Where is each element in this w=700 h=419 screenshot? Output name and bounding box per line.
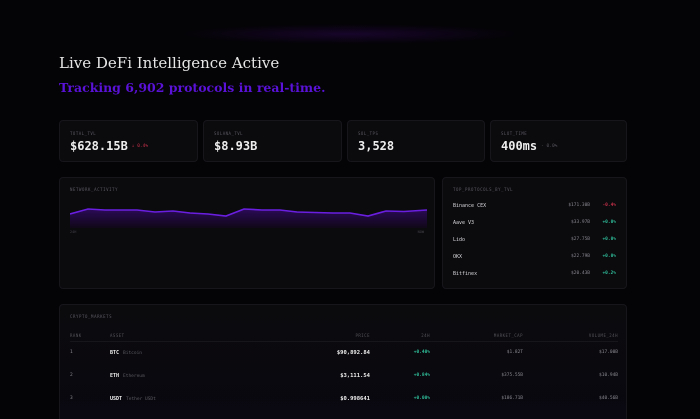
asset-name: Bitcoin <box>123 350 142 356</box>
stat-label: SLOT_TIME <box>501 131 528 136</box>
asset-symbol: ETH <box>110 372 120 379</box>
protocol-change: +0.2% <box>602 271 616 276</box>
protocol-tvl: $22.79B <box>571 254 590 259</box>
crypto-markets-table: RANK ASSET PRICE 24H MARKET_CAP VOLUME_2… <box>70 331 618 410</box>
market-cap-cell: $186.71B <box>501 396 523 401</box>
volume-cell: $17.00B <box>599 350 618 356</box>
crypto-markets-panel: CRYPTO_MARKETS RANK ASSET PRICE 24H MARK… <box>59 304 627 419</box>
asset-name: Ethereum <box>123 373 145 379</box>
volume-cell: $40.56B <box>599 396 618 401</box>
protocol-row[interactable]: Binance CEX $171.30B -0.4% <box>453 200 616 212</box>
hero-title: Live DeFi Intelligence Active <box>59 54 280 72</box>
column-header-24h[interactable]: 24H <box>370 331 430 342</box>
protocol-row[interactable]: OKX $22.79B +0.0% <box>453 251 616 263</box>
column-header-rank[interactable]: RANK <box>70 331 110 342</box>
stat-value: 3,528 <box>358 139 395 153</box>
stat-value: $8.93B <box>214 139 258 153</box>
asset-symbol: USDT <box>110 395 123 402</box>
protocol-name: Binance CEX <box>453 203 487 209</box>
stat-card-sol-tps: SOL_TPS 3,528 <box>347 120 485 162</box>
section-label: NETWORK_ACTIVITY <box>70 187 119 192</box>
stat-card-total-tvl: TOTAL_TVL $628.15B ↓ 0.4% <box>59 120 198 162</box>
stat-delta: ↓ 0.4% <box>131 144 149 149</box>
rank-cell: 1 <box>70 350 73 356</box>
change-cell: +0.40% <box>413 350 430 356</box>
column-header-price[interactable]: PRICE <box>260 331 370 342</box>
change-cell: +0.00% <box>413 396 430 401</box>
table-row[interactable]: 3 USDT Tether USDt $0.998641 +0.00% $186.… <box>70 387 618 410</box>
asset-cell: USDT Tether USDt <box>110 387 260 410</box>
network-activity-chart <box>70 208 427 228</box>
stat-card-slot-time: SLOT_TIME 400ms - 0.0% <box>490 120 627 162</box>
price-cell: $0.998641 <box>340 395 370 402</box>
market-cap-cell: $1.82T <box>506 350 523 356</box>
stat-value: $628.15B ↓ 0.4% <box>70 139 149 153</box>
protocol-tvl: $33.97B <box>571 220 590 225</box>
asset-name: Tether USDt <box>126 396 156 402</box>
stat-label: SOL_TPS <box>358 131 379 136</box>
protocol-name: Lido <box>453 237 466 243</box>
rank-cell: 2 <box>70 373 73 378</box>
protocol-change: +0.0% <box>602 237 616 242</box>
column-header-volume[interactable]: VOLUME_24H <box>523 331 618 342</box>
asset-cell: BTC Bitcoin <box>110 341 260 364</box>
protocol-row[interactable]: Bitfinex $20.43B +0.2% <box>453 268 616 280</box>
x-axis-end-label: NOW <box>417 230 424 234</box>
protocol-tvl: $20.43B <box>571 271 590 276</box>
change-cell: +0.84% <box>413 373 430 378</box>
stat-label: TOTAL_TVL <box>70 131 97 136</box>
stat-label: SOLANA_TVL <box>214 131 244 136</box>
stat-delta: - 0.0% <box>541 144 558 149</box>
protocol-tvl: $171.30B <box>568 203 590 208</box>
top-protocols-panel: TOP_PROTOCOLS_BY_TVL Binance CEX $171.30… <box>442 177 627 289</box>
asset-symbol: BTC <box>110 349 120 356</box>
header-glow <box>180 24 520 44</box>
protocol-row[interactable]: Lido $27.75B +0.0% <box>453 234 616 246</box>
price-cell: $90,892.84 <box>336 349 370 356</box>
protocol-name: Bitfinex <box>453 271 478 277</box>
table-row[interactable]: 1 BTC Bitcoin $90,892.84 +0.40% $1.82T $1… <box>70 341 618 364</box>
protocol-change: -0.4% <box>602 203 616 208</box>
column-header-asset[interactable]: ASSET <box>110 331 260 342</box>
column-header-market-cap[interactable]: MARKET_CAP <box>430 331 523 342</box>
protocol-name: Aave V3 <box>453 220 475 226</box>
stat-card-solana-tvl: SOLANA_TVL $8.93B <box>203 120 342 162</box>
network-activity-panel: NETWORK_ACTIVITY 24H NOW <box>59 177 435 289</box>
market-cap-cell: $375.55B <box>501 373 523 378</box>
protocol-change: +0.0% <box>602 254 616 259</box>
asset-cell: ETH Ethereum <box>110 364 260 387</box>
section-label: CRYPTO_MARKETS <box>70 314 113 319</box>
volume-cell: $10.94B <box>599 373 618 378</box>
protocol-change: +0.0% <box>602 220 616 225</box>
stat-value: 400ms - 0.0% <box>501 139 558 153</box>
rank-cell: 3 <box>70 396 73 401</box>
table-row[interactable]: 2 ETH Ethereum $3,111.54 +0.84% $375.55B … <box>70 364 618 387</box>
x-axis-start-label: 24H <box>70 230 77 234</box>
protocol-tvl: $27.75B <box>571 237 590 242</box>
price-cell: $3,111.54 <box>340 372 370 379</box>
protocol-row[interactable]: Aave V3 $33.97B +0.0% <box>453 217 616 229</box>
protocol-name: OKX <box>453 254 463 260</box>
section-label: TOP_PROTOCOLS_BY_TVL <box>453 187 514 192</box>
table-header-row: RANK ASSET PRICE 24H MARKET_CAP VOLUME_2… <box>70 331 618 342</box>
hero-subtitle: Tracking 6,902 protocols in real-time. <box>59 80 326 95</box>
